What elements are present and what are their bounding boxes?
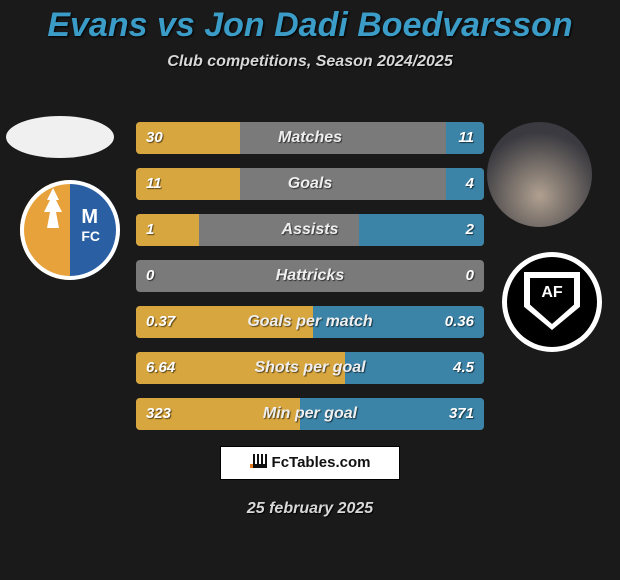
club-left-badge: M FC [20, 180, 120, 280]
club-right-letters: AF [502, 284, 602, 302]
stat-row: 00Hattricks [136, 260, 484, 292]
stat-label: Goals [136, 168, 484, 200]
stat-row: 0.370.36Goals per match [136, 306, 484, 338]
stat-label: Hattricks [136, 260, 484, 292]
stat-row: 323371Min per goal [136, 398, 484, 430]
club-right-badge: AF [502, 252, 602, 352]
player-left-avatar [6, 116, 114, 158]
stat-row: 114Goals [136, 168, 484, 200]
stat-label: Goals per match [136, 306, 484, 338]
stat-label: Matches [136, 122, 484, 154]
subtitle: Club competitions, Season 2024/2025 [0, 53, 620, 71]
deer-icon [38, 188, 68, 228]
stat-row: 6.644.5Shots per goal [136, 352, 484, 384]
chart-icon [250, 454, 268, 468]
player-right-avatar [487, 122, 592, 227]
stat-label: Shots per goal [136, 352, 484, 384]
club-left-letter-m: M [81, 206, 98, 229]
stat-row: 12Assists [136, 214, 484, 246]
comparison-bars: 3011Matches 114Goals 12Assists 00Hattricks 0… [136, 122, 484, 444]
footer-date: 25 february 2025 [0, 500, 620, 518]
club-left-letter-fc: FC [81, 228, 100, 244]
brand-logo: FcTables.com [220, 446, 400, 480]
stat-label: Assists [136, 214, 484, 246]
page-title: Evans vs Jon Dadi Boedvarsson [0, 0, 620, 45]
brand-text: FcTables.com [272, 454, 371, 471]
stat-row: 3011Matches [136, 122, 484, 154]
stat-label: Min per goal [136, 398, 484, 430]
